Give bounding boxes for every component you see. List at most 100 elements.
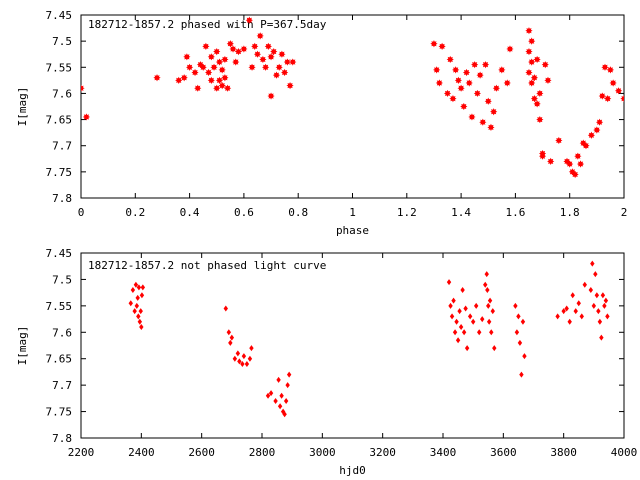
data-point xyxy=(430,40,438,48)
data-point xyxy=(544,76,552,84)
data-point xyxy=(279,392,284,399)
data-point xyxy=(136,313,141,320)
data-point xyxy=(199,63,207,71)
x-tick-label: 3000 xyxy=(309,446,336,459)
y-tick-label: 7.65 xyxy=(46,114,73,127)
x-tick-label: 0 xyxy=(78,206,85,219)
data-point xyxy=(588,287,594,293)
data-point xyxy=(228,339,233,346)
data-point xyxy=(81,84,85,92)
y-tick-label: 7.45 xyxy=(46,247,73,260)
data-point xyxy=(490,308,495,315)
data-point xyxy=(464,345,470,352)
chart-title: 182712-1857.2 not phased light curve xyxy=(88,259,326,272)
data-point xyxy=(520,318,526,325)
data-point xyxy=(582,142,590,150)
data-point xyxy=(514,329,520,336)
x-tick-label: 1 xyxy=(349,206,356,219)
data-point xyxy=(525,68,533,77)
data-point xyxy=(555,136,563,145)
data-point xyxy=(483,281,488,288)
data-point xyxy=(128,300,133,307)
data-point xyxy=(462,68,471,77)
data-point xyxy=(132,308,137,315)
data-point xyxy=(457,308,462,315)
data-point xyxy=(492,84,500,92)
data-point xyxy=(218,81,226,90)
data-point xyxy=(229,45,237,53)
data-point xyxy=(487,297,493,304)
data-point xyxy=(573,308,578,315)
data-point xyxy=(567,318,572,325)
data-point xyxy=(438,42,446,50)
data-point xyxy=(468,113,476,121)
data-point xyxy=(446,55,454,64)
data-point xyxy=(213,48,221,56)
data-point xyxy=(596,308,601,315)
data-point xyxy=(273,398,278,404)
y-tick-label: 7.55 xyxy=(46,61,73,74)
data-point xyxy=(487,123,495,132)
x-tick-label: 3600 xyxy=(490,446,517,459)
y-tick-label: 7.75 xyxy=(46,166,73,179)
x-tick-label: 2600 xyxy=(188,446,215,459)
data-point xyxy=(244,361,250,367)
data-point xyxy=(574,152,582,160)
data-point xyxy=(477,329,482,336)
data-point xyxy=(570,292,575,299)
x-tick-label: 2800 xyxy=(249,446,276,459)
data-point xyxy=(240,45,248,53)
data-point xyxy=(593,271,598,278)
data-point xyxy=(467,313,473,320)
data-point xyxy=(460,287,465,293)
x-tick-label: 3800 xyxy=(550,446,577,459)
data-point xyxy=(229,334,235,341)
data-point xyxy=(215,58,224,66)
chart-title: 182712-1857.2 phased with P=367.5day xyxy=(88,18,327,31)
data-point xyxy=(262,63,270,71)
data-point xyxy=(202,42,210,50)
data-point xyxy=(576,300,581,307)
data-point xyxy=(283,58,291,66)
x-tick-label: 2 xyxy=(621,206,628,219)
y-tick-label: 7.65 xyxy=(46,353,73,366)
chart-2: 2200 2400 2600 2800 3000 3200 3400 3600 3800 4000… xyxy=(16,247,637,477)
data-point xyxy=(232,355,238,362)
x-tick-label: 0.8 xyxy=(288,206,308,219)
data-point xyxy=(471,61,479,69)
data-point xyxy=(138,308,143,315)
data-point xyxy=(449,95,457,103)
data-point xyxy=(597,318,603,325)
data-point xyxy=(186,63,194,71)
data-point xyxy=(605,313,610,320)
data-points xyxy=(128,260,610,418)
y-tick-label: 7.8 xyxy=(52,432,72,445)
data-point xyxy=(183,53,191,61)
data-point xyxy=(259,55,267,64)
data-point xyxy=(530,74,538,82)
data-point xyxy=(454,76,462,84)
data-point xyxy=(516,313,521,320)
data-point xyxy=(528,79,536,87)
data-point xyxy=(614,87,623,95)
data-point xyxy=(522,353,527,360)
x-tick-label: 0.4 xyxy=(180,206,200,219)
data-point xyxy=(590,260,595,267)
data-point xyxy=(528,37,536,45)
data-point xyxy=(277,403,283,410)
x-axis-label: hjd0 xyxy=(339,464,366,477)
data-point xyxy=(479,118,487,126)
data-point xyxy=(594,292,600,299)
data-point xyxy=(139,292,145,299)
data-point xyxy=(484,97,492,105)
data-point xyxy=(492,345,497,352)
data-point xyxy=(133,281,139,288)
data-point xyxy=(226,329,232,336)
x-tick-label: 3400 xyxy=(430,446,457,459)
data-point xyxy=(245,16,253,24)
data-point xyxy=(205,68,213,77)
data-point xyxy=(194,84,202,92)
data-point xyxy=(264,42,272,50)
y-tick-label: 7.6 xyxy=(52,326,72,339)
data-point xyxy=(247,355,253,362)
